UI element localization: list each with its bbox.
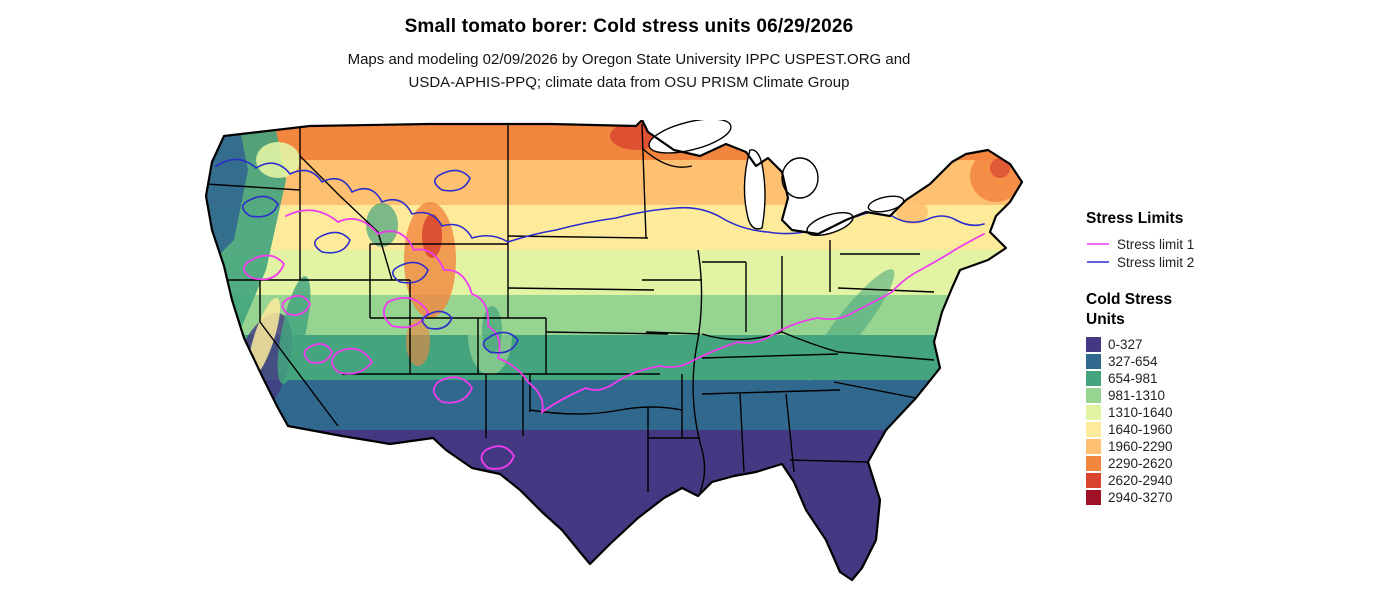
map-header: Small tomato borer: Cold stress units 06… xyxy=(0,16,1258,94)
class-swatch xyxy=(1086,490,1101,505)
cold-stress-heading-line-1: Cold Stress xyxy=(1086,291,1173,308)
us-map xyxy=(190,118,1062,592)
legend-class-row: 2940-3270 xyxy=(1086,489,1386,506)
class-swatch xyxy=(1086,371,1101,386)
lake-ontario-icon xyxy=(867,195,905,213)
class-swatch xyxy=(1086,473,1101,488)
class-swatch xyxy=(1086,456,1101,471)
stress-limit-1-label: Stress limit 1 xyxy=(1117,236,1195,252)
class-swatch xyxy=(1086,405,1101,420)
state-borders-plains xyxy=(507,123,702,492)
legend-class-row: 327-654 xyxy=(1086,353,1386,370)
cold-stress-raster xyxy=(206,120,1022,580)
map-subtitle-line-1: Maps and modeling 02/09/2026 by Oregon S… xyxy=(347,51,911,68)
stress-limit-2-label: Stress limit 2 xyxy=(1117,254,1195,270)
stress-limit-2-line-icon xyxy=(1086,259,1110,265)
cold-stress-heading-line-2: Units xyxy=(1086,311,1125,328)
legend-class-row: 1960-2290 xyxy=(1086,438,1386,455)
lake-huron-icon xyxy=(781,157,819,199)
legend-item-stress-limit-1: Stress limit 1 xyxy=(1086,235,1386,253)
class-label: 654-981 xyxy=(1108,371,1158,386)
state-boundaries xyxy=(206,120,935,493)
class-label: 1310-1640 xyxy=(1108,405,1173,420)
legend-class-row: 981-1310 xyxy=(1086,387,1386,404)
state-borders-east xyxy=(641,147,935,493)
map-title: Small tomato borer: Cold stress units 06… xyxy=(404,16,854,37)
legend-class-row: 0-327 xyxy=(1086,336,1386,353)
great-lakes xyxy=(648,118,905,237)
legend: Stress Limits Stress limit 1 Stress limi… xyxy=(1086,210,1386,506)
legend-class-row: 2290-2620 xyxy=(1086,455,1386,472)
stress-limit-1-line-icon xyxy=(1086,241,1110,247)
map-subtitle: Maps and modeling 02/09/2026 by Oregon S… xyxy=(0,49,1258,94)
legend-item-stress-limit-2: Stress limit 2 xyxy=(1086,253,1386,271)
us-map-svg xyxy=(204,118,1024,582)
class-label: 1960-2290 xyxy=(1108,439,1173,454)
legend-class-row: 654-981 xyxy=(1086,370,1386,387)
stress-limit-contours xyxy=(215,158,985,498)
class-label: 2940-3270 xyxy=(1108,490,1173,505)
class-label: 1640-1960 xyxy=(1108,422,1173,437)
class-label: 327-654 xyxy=(1108,354,1158,369)
legend-class-row: 1310-1640 xyxy=(1086,404,1386,421)
class-swatch xyxy=(1086,388,1101,403)
legend-class-row: 1640-1960 xyxy=(1086,421,1386,438)
map-subtitle-line-2: USDA-APHIS-PPQ; climate data from OSU PR… xyxy=(408,73,850,91)
stress-limits-heading: Stress Limits xyxy=(1086,210,1184,227)
lake-michigan-icon xyxy=(743,149,766,230)
class-label: 981-1310 xyxy=(1108,388,1166,403)
class-swatch xyxy=(1086,439,1101,454)
class-label: 2620-2940 xyxy=(1108,473,1173,488)
legend-class-row: 2620-2940 xyxy=(1086,472,1386,489)
us-outline xyxy=(204,118,1024,582)
class-swatch xyxy=(1086,354,1101,369)
lake-superior-icon xyxy=(648,118,732,154)
class-swatch xyxy=(1086,337,1101,352)
stress-limit-2-contour xyxy=(215,158,985,354)
class-label: 0-327 xyxy=(1108,337,1143,352)
class-swatch xyxy=(1086,422,1101,437)
class-label: 2290-2620 xyxy=(1108,456,1173,471)
